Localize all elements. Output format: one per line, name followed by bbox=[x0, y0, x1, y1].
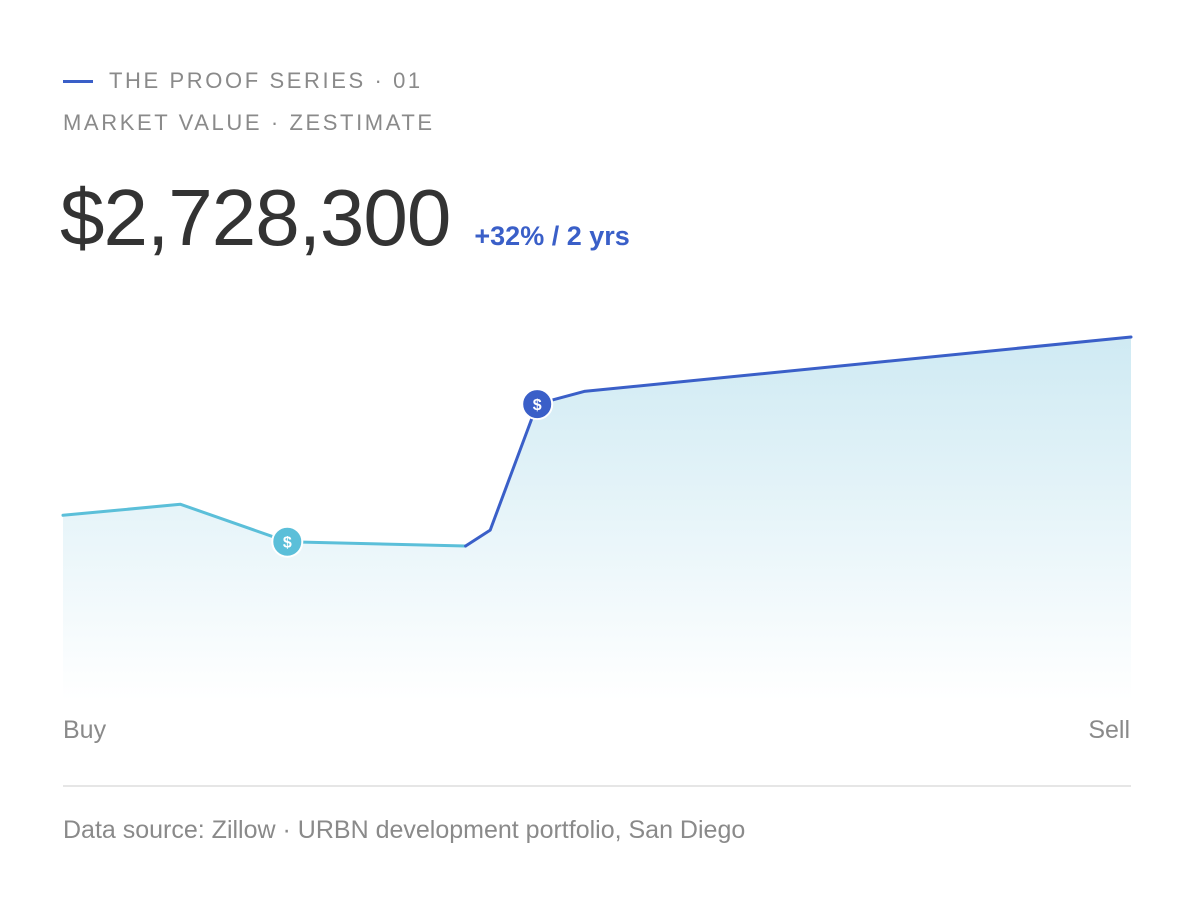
series-line-segment-1 bbox=[61, 502, 468, 548]
series-dash-icon bbox=[63, 79, 93, 83]
marker-circle-1 bbox=[271, 525, 304, 558]
value-change: +32% / 2 yrs bbox=[474, 221, 630, 251]
dollar-marker-icon[interactable]: $ bbox=[521, 388, 554, 421]
marker-label-2: $ bbox=[533, 397, 542, 414]
marker-label-1: $ bbox=[283, 535, 292, 552]
footer-divider bbox=[63, 785, 1131, 787]
chart-subtitle: MARKET VALUE · ZESTIMATE bbox=[63, 110, 435, 135]
series-label: THE PROOF SERIES · 01 bbox=[109, 68, 423, 93]
series-header: THE PROOF SERIES · 01 bbox=[63, 66, 423, 96]
area-fill bbox=[63, 337, 1131, 700]
value-row: $2,728,300 +32% / 2 yrs bbox=[60, 172, 630, 264]
x-tick-label-sell: Sell bbox=[1088, 716, 1130, 744]
marker-circle-2 bbox=[521, 388, 554, 421]
dollar-marker-icon[interactable]: $ bbox=[271, 525, 304, 558]
x-tick-label-buy: Buy bbox=[63, 716, 107, 744]
data-source-note: Data source: Zillow · URBN development p… bbox=[63, 816, 746, 844]
market-value: $2,728,300 bbox=[60, 173, 451, 262]
